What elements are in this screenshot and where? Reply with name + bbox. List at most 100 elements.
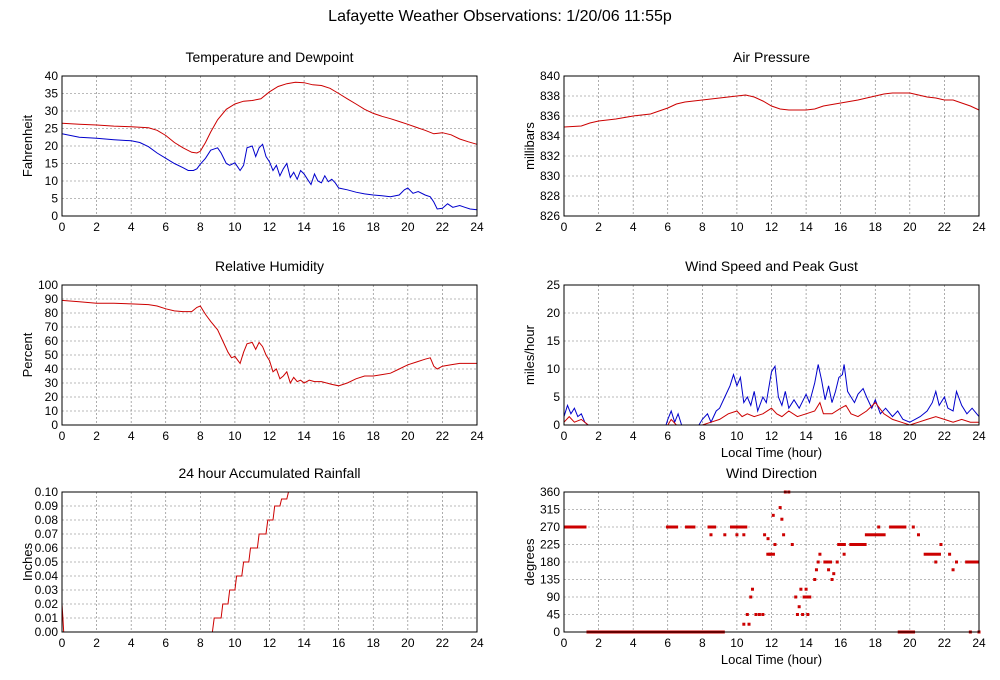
temp-xtick-label: 16 xyxy=(332,220,346,234)
direction-xtick-label: 16 xyxy=(834,636,848,650)
rain-xtick-label: 24 xyxy=(470,636,484,650)
rain-ytick-label: 0.01 xyxy=(35,611,59,625)
temp-series-line xyxy=(61,133,478,211)
direction-point xyxy=(806,613,810,616)
temp-xtick-label: 10 xyxy=(228,220,242,234)
humidity-y-axis-label: Percent xyxy=(20,332,35,377)
temp-ytick-label: 5 xyxy=(51,192,58,206)
humidity-ytick-label: 90 xyxy=(45,292,59,306)
direction-x-axis-label: Local Time (hour) xyxy=(721,652,822,667)
rain-series-line xyxy=(61,491,477,633)
rain-xtick-label: 8 xyxy=(197,636,204,650)
pressure-ytick-label: 838 xyxy=(540,89,560,103)
direction-point xyxy=(877,525,881,529)
pressure-xtick-label: 4 xyxy=(630,220,637,234)
wind-xtick-label: 14 xyxy=(799,429,813,443)
direction-xtick-label: 18 xyxy=(869,636,883,650)
direction-point xyxy=(916,533,920,537)
direction-xtick-label: 10 xyxy=(730,636,744,650)
temp-xtick-label: 0 xyxy=(59,220,66,234)
direction-point xyxy=(955,560,959,564)
direction-point xyxy=(749,595,753,599)
direction-point xyxy=(827,568,831,572)
direction-direction-run xyxy=(864,533,886,537)
rain-ytick-label: 0.03 xyxy=(35,583,59,597)
temp-grid xyxy=(62,76,477,216)
direction-chart: 0 2 4 6 8 10 12 14 16 18 20 22 240459013518022527031… xyxy=(522,465,986,667)
direction-point xyxy=(742,533,746,537)
temp-xtick-label: 2 xyxy=(93,220,100,234)
direction-xtick-label: 2 xyxy=(595,636,602,650)
direction-point xyxy=(934,560,938,564)
pressure-ytick-label: 834 xyxy=(540,129,560,143)
temp-chart: 0 2 4 6 8 10 12 14 16 18 20 22 240510152025303540Tem… xyxy=(20,49,484,234)
rain-xtick-label: 6 xyxy=(162,636,169,650)
direction-direction-run xyxy=(823,560,833,564)
rain-ytick-label: 0.02 xyxy=(35,597,59,611)
direction-point xyxy=(757,613,761,616)
humidity-xtick-label: 2 xyxy=(93,429,100,443)
rain-xtick-label: 22 xyxy=(436,636,450,650)
pressure-xtick-label: 14 xyxy=(799,220,813,234)
temp-xtick-label: 22 xyxy=(436,220,450,234)
direction-point xyxy=(830,578,834,581)
humidity-ytick-label: 40 xyxy=(45,362,59,376)
direction-point xyxy=(797,605,801,609)
direction-point xyxy=(835,560,839,564)
wind-xtick-label: 12 xyxy=(765,429,779,443)
wind-xtick-label: 16 xyxy=(834,429,848,443)
pressure-xtick-label: 0 xyxy=(561,220,568,234)
rain-xtick-label: 12 xyxy=(263,636,277,650)
direction-point xyxy=(790,543,794,546)
pressure-xtick-label: 18 xyxy=(869,220,883,234)
direction-point xyxy=(766,537,770,541)
rain-ytick-label: 0.09 xyxy=(35,499,59,513)
rain-xtick-label: 10 xyxy=(228,636,242,650)
direction-ytick-label: 135 xyxy=(540,573,560,587)
wind-ytick-label: 20 xyxy=(547,306,561,320)
humidity-xtick-label: 16 xyxy=(332,429,346,443)
direction-point xyxy=(799,587,803,591)
rain-chart: 0 2 4 6 8 10 12 14 16 18 20 22 240.000.010.020.030.0… xyxy=(20,465,484,650)
wind-xtick-label: 10 xyxy=(730,429,744,443)
pressure-ytick-label: 840 xyxy=(540,69,560,83)
rain-ytick-label: 0.07 xyxy=(35,527,59,541)
humidity-ytick-label: 0 xyxy=(51,418,58,432)
rain-xtick-label: 0 xyxy=(59,636,66,650)
temp-ytick-label: 30 xyxy=(45,104,59,118)
direction-point xyxy=(754,613,758,616)
humidity-ytick-label: 20 xyxy=(45,390,59,404)
direction-direction-run xyxy=(707,525,717,529)
direction-direction-run xyxy=(837,543,846,546)
direction-direction-run xyxy=(802,595,812,599)
direction-point xyxy=(795,613,799,616)
direction-chart-title: Wind Direction xyxy=(726,465,817,481)
direction-y-axis-label: degrees xyxy=(522,538,537,585)
temp-chart-title: Temperature and Dewpoint xyxy=(185,49,353,65)
temp-ytick-label: 40 xyxy=(45,69,59,83)
wind-xtick-label: 22 xyxy=(938,429,952,443)
humidity-plot-frame xyxy=(61,284,478,426)
wind-x-axis-label: Local Time (hour) xyxy=(721,445,822,460)
rain-xtick-label: 18 xyxy=(367,636,381,650)
wind-xtick-label: 8 xyxy=(699,429,706,443)
pressure-xtick-label: 2 xyxy=(595,220,602,234)
direction-direction-run xyxy=(889,525,907,529)
direction-direction-run xyxy=(965,560,979,564)
humidity-xtick-label: 10 xyxy=(228,429,242,443)
temp-xtick-label: 14 xyxy=(297,220,311,234)
humidity-series-line xyxy=(61,299,477,387)
humidity-xtick-label: 14 xyxy=(297,429,311,443)
direction-direction-run xyxy=(564,525,587,529)
direction-grid xyxy=(564,492,979,632)
humidity-xtick-label: 4 xyxy=(128,429,135,443)
direction-point xyxy=(771,513,775,517)
direction-point xyxy=(723,533,727,537)
direction-xtick-label: 4 xyxy=(630,636,637,650)
humidity-chart-title: Relative Humidity xyxy=(215,258,324,274)
humidity-xtick-label: 8 xyxy=(197,429,204,443)
temp-y-axis-label: Fahrenheit xyxy=(20,115,35,178)
direction-point xyxy=(768,552,772,556)
direction-point xyxy=(939,543,943,546)
